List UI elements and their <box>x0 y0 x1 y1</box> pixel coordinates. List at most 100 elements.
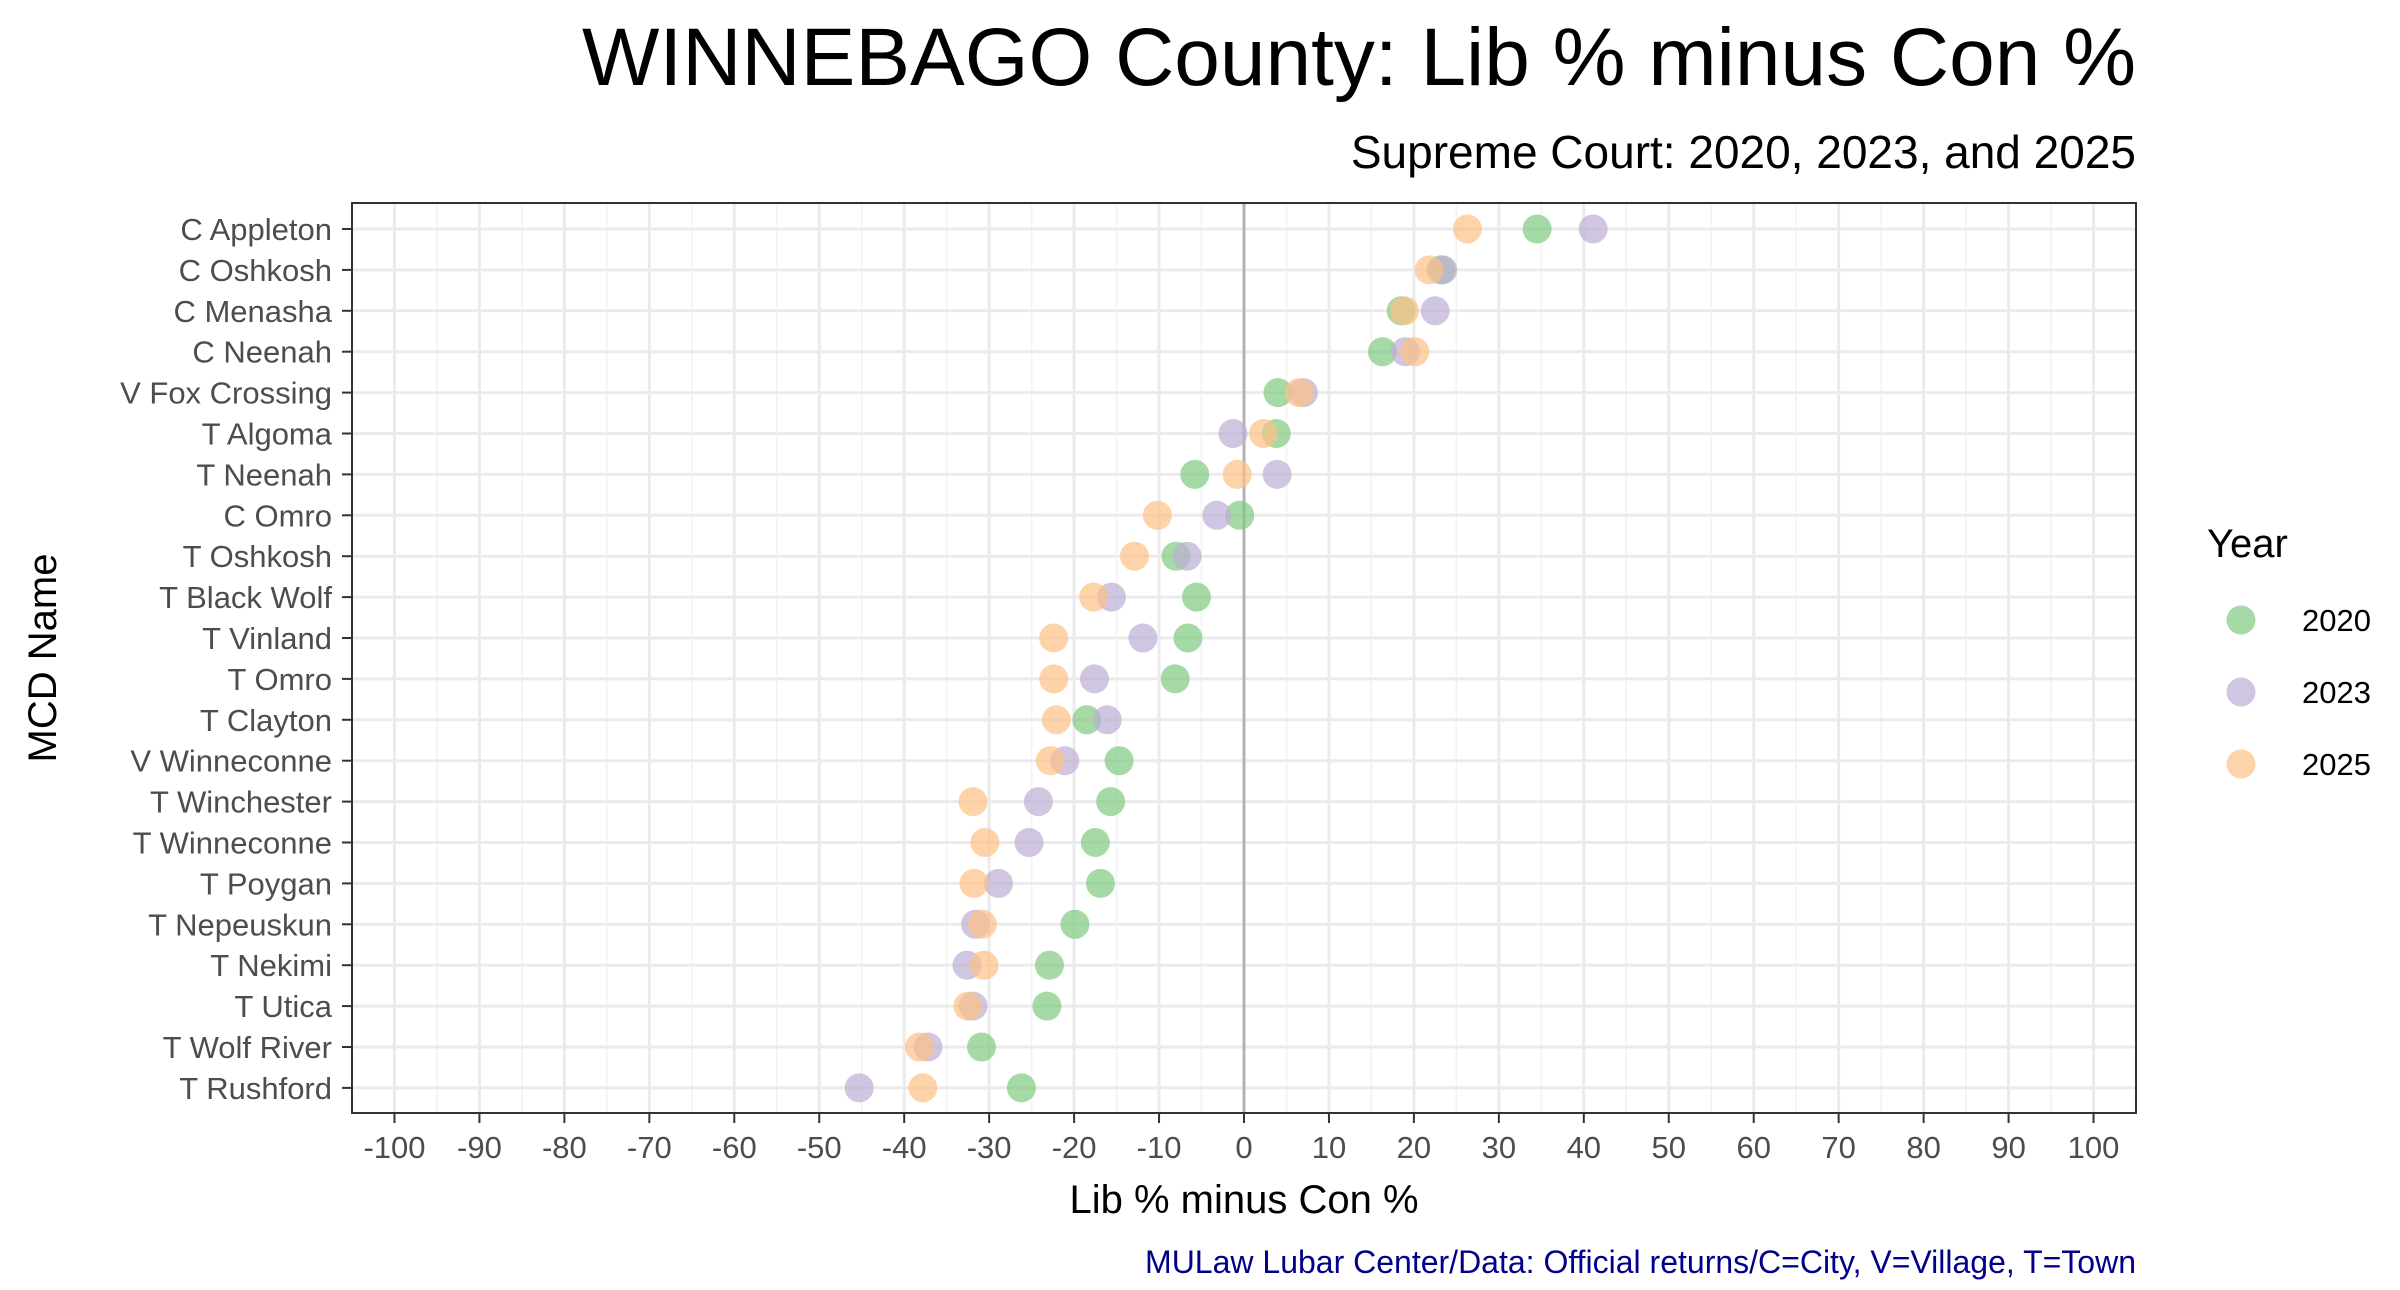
y-tick-label: T Vinland <box>202 621 332 656</box>
point-2025 <box>1119 541 1149 571</box>
point-2020 <box>1085 868 1115 898</box>
x-tick-label: -20 <box>1052 1130 1097 1165</box>
chart-subtitle: Supreme Court: 2020, 2023, and 2025 <box>1351 126 2136 178</box>
y-tick-label: T Wolf River <box>163 1030 332 1065</box>
x-tick-label: 60 <box>1736 1130 1770 1165</box>
point-2020 <box>1072 705 1102 735</box>
plot-area <box>351 202 2137 1114</box>
point-2023 <box>1262 459 1292 489</box>
legend-label-2020: 2020 <box>2302 603 2371 638</box>
caption: MULaw Lubar Center/Data: Official return… <box>1145 1244 2136 1280</box>
y-tick-label: C Oshkosh <box>179 253 332 288</box>
x-tick-label: 80 <box>1906 1130 1940 1165</box>
point-2025 <box>953 991 983 1021</box>
point-2023 <box>1420 296 1450 326</box>
legend: Year 2020 2023 2025 <box>2207 522 2371 782</box>
y-tick-label: T Algoma <box>202 417 333 452</box>
y-tick-label: T Oshkosh <box>183 539 332 574</box>
y-tick-label: T Nepeuskun <box>148 907 332 942</box>
point-2025 <box>1249 419 1279 448</box>
point-2023 <box>1128 623 1158 653</box>
y-tick-label: T Omro <box>228 662 333 697</box>
point-2020 <box>1181 582 1211 612</box>
legend-key-2023 <box>2226 677 2256 707</box>
y-tick-label: T Clayton <box>200 703 332 738</box>
point-2025 <box>1041 705 1071 735</box>
point-2025 <box>1035 746 1065 776</box>
chart-title: WINNEBAGO County: Lib % minus Con % <box>582 12 2136 103</box>
point-2023 <box>1014 828 1044 857</box>
x-tick-label: -50 <box>797 1130 842 1165</box>
x-tick-label: 10 <box>1312 1130 1346 1165</box>
point-2020 <box>1160 664 1190 694</box>
point-2023 <box>1023 787 1053 817</box>
point-2023 <box>1578 214 1608 244</box>
point-2020 <box>1080 828 1110 857</box>
x-tick-label: -60 <box>712 1130 757 1165</box>
y-tick-label: T Utica <box>234 989 332 1024</box>
y-tick-label: T Poygan <box>200 866 332 901</box>
point-2020 <box>1006 1073 1036 1103</box>
y-axis: C Appleton C Oshkosh C Menasha C Neenah V Fo… <box>120 212 352 1106</box>
x-tick-label: 50 <box>1652 1130 1686 1165</box>
legend-key-2025 <box>2226 749 2256 779</box>
x-tick-label: 100 <box>2068 1130 2120 1165</box>
y-tick-label: T Black Wolf <box>159 580 332 615</box>
legend-label-2023: 2023 <box>2302 675 2371 710</box>
y-tick-label: T Winneconne <box>133 826 332 861</box>
point-2025 <box>1039 664 1069 694</box>
point-2025 <box>1079 582 1109 612</box>
point-2025 <box>1452 214 1482 244</box>
point-2023 <box>844 1073 874 1103</box>
data-points <box>844 214 1608 1103</box>
x-axis: -100 -90 -80 -70 -60 -50 -40 -30 -20 -10 0 10 20 30 40… <box>363 1113 2119 1165</box>
x-tick-label: -40 <box>882 1130 927 1165</box>
x-tick-label: 90 <box>1991 1130 2025 1165</box>
y-axis-title: MCD Name <box>21 554 65 763</box>
point-2025 <box>970 828 1000 857</box>
x-tick-label: -10 <box>1137 1130 1182 1165</box>
point-2025 <box>1039 623 1069 653</box>
point-2020 <box>1173 623 1203 653</box>
point-2025 <box>1414 255 1444 285</box>
legend-key-2020 <box>2226 605 2256 635</box>
point-2023 <box>983 868 1013 898</box>
y-tick-label: C Menasha <box>173 294 332 329</box>
x-tick-label: -90 <box>457 1130 502 1165</box>
point-2020 <box>1104 746 1134 776</box>
y-tick-label: T Neenah <box>196 457 332 492</box>
y-tick-label: V Winneconne <box>130 744 332 779</box>
y-tick-label: C Omro <box>224 498 333 533</box>
point-2020 <box>1263 378 1293 408</box>
point-2020 <box>1180 459 1210 489</box>
point-2025 <box>1142 500 1172 530</box>
legend-title: Year <box>2207 522 2288 566</box>
point-2020 <box>1522 214 1552 244</box>
x-tick-label: -30 <box>967 1130 1012 1165</box>
point-2025 <box>1390 296 1420 326</box>
point-2025 <box>908 1073 938 1103</box>
x-tick-label: -100 <box>363 1130 425 1165</box>
point-2020 <box>1060 909 1090 939</box>
point-2020 <box>966 1032 996 1062</box>
point-2025 <box>1222 459 1252 489</box>
x-tick-label: -70 <box>627 1130 672 1165</box>
x-tick-label: 0 <box>1235 1130 1252 1165</box>
point-2025 <box>969 950 999 980</box>
point-2025 <box>904 1032 934 1062</box>
y-tick-label: V Fox Crossing <box>120 376 332 411</box>
x-tick-label: 20 <box>1397 1130 1431 1165</box>
legend-label-2025: 2025 <box>2302 747 2371 782</box>
point-2023 <box>1218 419 1248 448</box>
grid-minor <box>351 203 2052 1113</box>
y-tick-label: T Nekimi <box>210 948 332 983</box>
point-2023 <box>1202 500 1232 530</box>
point-2020 <box>1225 500 1255 530</box>
x-axis-title: Lib % minus Con % <box>1069 1178 1418 1222</box>
x-tick-label: -80 <box>542 1130 587 1165</box>
y-tick-label: C Appleton <box>180 212 332 247</box>
point-2025 <box>1400 337 1430 367</box>
y-tick-label: T Rushford <box>179 1071 332 1106</box>
point-2023 <box>1079 664 1109 694</box>
